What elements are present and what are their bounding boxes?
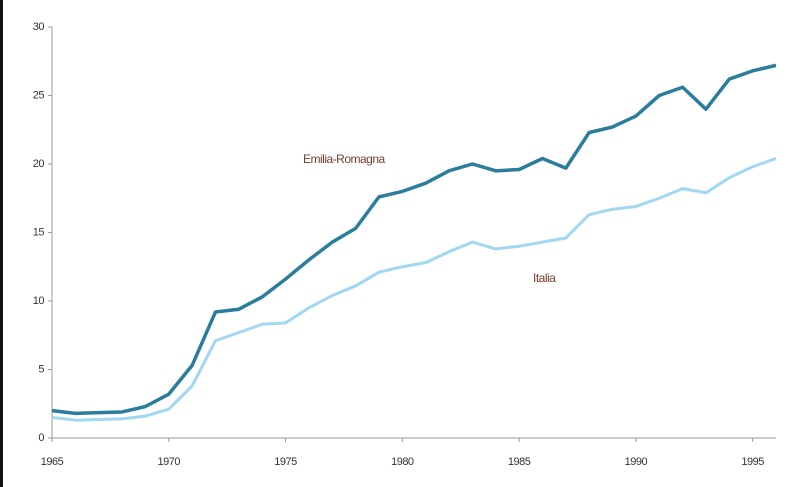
x-tick-label: 1980	[391, 456, 414, 468]
y-tick-label: 25	[33, 89, 45, 101]
x-tick-label: 1965	[41, 456, 64, 468]
y-tick-label: 30	[33, 21, 45, 33]
y-tick-label: 20	[33, 158, 45, 170]
x-tick-label: 1995	[741, 456, 764, 468]
y-tick-label: 5	[38, 363, 44, 375]
x-tick-label: 1990	[625, 456, 648, 468]
series-label: Emilia-Romagna	[303, 152, 386, 166]
x-tick-label: 1970	[158, 456, 181, 468]
left-border	[0, 0, 3, 487]
y-tick-label: 10	[33, 295, 45, 307]
series-line	[51, 63, 777, 416]
series-label: Italia	[533, 271, 556, 285]
y-tick-label: 15	[33, 226, 45, 238]
x-tick-label: 1985	[508, 456, 531, 468]
x-tick-label: 1975	[274, 456, 297, 468]
y-tick-label: 0	[38, 432, 44, 444]
series-line	[51, 157, 777, 422]
